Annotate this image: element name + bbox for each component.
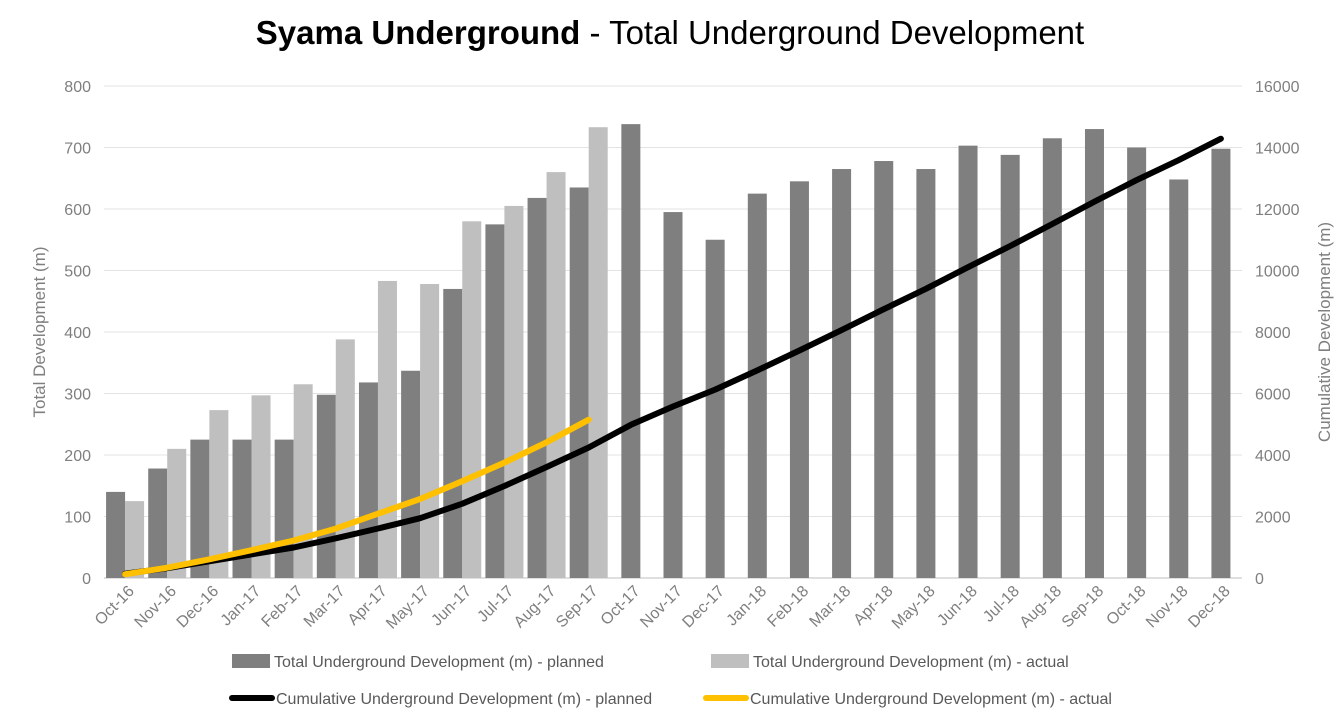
x-tick-label: Oct-18 <box>1103 583 1149 629</box>
y-right-tick-label: 4000 <box>1255 448 1291 465</box>
bar-planned <box>1084 129 1104 579</box>
bars <box>106 124 1231 579</box>
y-left-tick-label: 700 <box>64 141 91 158</box>
x-tick-label: Jun-18 <box>934 583 981 630</box>
legend: Total Underground Development (m) - plan… <box>229 654 1112 708</box>
cumulative-planned-line <box>122 135 1224 577</box>
y-right-tick-label: 12000 <box>1255 202 1300 219</box>
bar-planned <box>569 187 589 578</box>
legend-actual-bars-label: Total Underground Development (m) - actu… <box>753 654 1069 671</box>
bar-planned <box>747 193 767 578</box>
x-tick-label: Dec-16 <box>174 583 223 632</box>
y-right-tick-label: 0 <box>1255 571 1264 588</box>
x-tick-label: Jun-17 <box>428 583 475 630</box>
x-tick-label: Mar-18 <box>807 583 855 631</box>
x-tick-label: Oct-16 <box>92 583 138 629</box>
x-tick-label: Oct-17 <box>598 583 644 629</box>
bar-planned <box>789 181 809 578</box>
y-right-tick-label: 2000 <box>1255 510 1291 527</box>
y-left-tick-label: 600 <box>64 202 91 219</box>
bar-planned <box>232 439 252 578</box>
bar-actual <box>335 339 355 578</box>
bar-planned <box>148 468 168 578</box>
lines <box>122 135 1224 578</box>
y-right-tick-label: 8000 <box>1255 325 1291 342</box>
bar-actual <box>504 205 524 579</box>
y-left-tick-label: 300 <box>64 387 91 404</box>
x-tick-label: Feb-17 <box>259 583 307 631</box>
x-tick-label: Dec-17 <box>679 583 728 632</box>
x-tick-label: Dec-18 <box>1185 583 1234 632</box>
legend-planned-bars-label: Total Underground Development (m) - plan… <box>274 654 604 671</box>
x-tick-label: Aug-18 <box>1017 583 1066 632</box>
bar-actual <box>462 221 482 579</box>
y-right-tick-label: 14000 <box>1255 141 1300 158</box>
bar-planned <box>443 288 463 578</box>
bar-actual <box>588 127 608 578</box>
bar-planned <box>1169 179 1189 579</box>
x-tick-label: Sep-18 <box>1059 583 1108 632</box>
bar-planned <box>485 224 505 578</box>
x-tick-label: Jan-18 <box>724 583 771 630</box>
bar-actual <box>377 280 397 578</box>
y-left-tick-label: 200 <box>64 448 91 465</box>
x-tick-label: Nov-18 <box>1143 583 1192 632</box>
bar-actual <box>546 172 566 578</box>
bar-planned <box>274 439 294 578</box>
bar-actual <box>167 448 187 578</box>
chart-title-rest: - Total Underground Development <box>580 14 1085 51</box>
bar-planned <box>958 145 978 578</box>
legend-planned-bars-swatch <box>232 654 270 668</box>
bar-actual <box>251 395 271 578</box>
bar-planned <box>621 124 641 578</box>
bar-planned <box>705 239 725 578</box>
x-tick-label: Nov-17 <box>637 583 686 632</box>
bar-planned <box>1211 148 1231 579</box>
bar-planned <box>106 491 126 578</box>
bar-planned <box>1000 154 1020 578</box>
bar-planned <box>663 212 683 578</box>
bar-planned <box>316 394 336 578</box>
bar-actual <box>209 410 229 578</box>
y-left-tick-label: 100 <box>64 510 91 527</box>
bar-planned <box>190 439 210 578</box>
bar-planned <box>1042 138 1062 578</box>
x-tick-label: Sep-17 <box>553 583 602 632</box>
bar-planned <box>832 169 852 578</box>
y-left-tick-label: 400 <box>64 325 91 342</box>
legend-cumulative-actual-label: Cumulative Underground Development (m) -… <box>750 691 1112 708</box>
chart-title-bold: Syama Underground <box>255 14 581 51</box>
x-tick-label: Feb-18 <box>764 583 812 631</box>
x-tick-label: Nov-16 <box>132 583 181 632</box>
legend-actual-bars-swatch <box>711 654 749 668</box>
y-right-tick-label: 6000 <box>1255 387 1291 404</box>
bar-planned <box>527 197 547 578</box>
y-left-tick-label: 800 <box>64 79 91 96</box>
bar-planned <box>1127 147 1147 578</box>
y-left-tick-label: 500 <box>64 264 91 281</box>
bar-actual <box>293 384 313 578</box>
y-right-axis-title: Cumulative Development (m) <box>1315 222 1334 442</box>
bar-actual <box>125 501 145 578</box>
x-tick-label: May-18 <box>889 583 939 633</box>
x-tick-label: Mar-17 <box>301 583 349 631</box>
cumulative-actual-line <box>122 416 592 578</box>
y-right-tick-label: 16000 <box>1255 79 1300 96</box>
chart-title: Syama Underground - Total Underground De… <box>0 14 1340 52</box>
y-left-axis-title: Total Development (m) <box>30 246 49 417</box>
legend-cumulative-planned-label: Cumulative Underground Development (m) -… <box>276 691 652 708</box>
x-tick-label: Aug-17 <box>511 583 560 632</box>
bar-planned <box>874 161 894 578</box>
bar-actual <box>420 284 440 578</box>
bar-planned <box>401 370 421 578</box>
x-tick-label: May-17 <box>383 583 433 633</box>
bar-planned <box>916 169 936 578</box>
bar-planned <box>358 382 378 578</box>
y-left-tick-label: 0 <box>82 571 91 588</box>
x-tick-label: Jan-17 <box>218 583 265 630</box>
y-right-tick-label: 10000 <box>1255 264 1300 281</box>
